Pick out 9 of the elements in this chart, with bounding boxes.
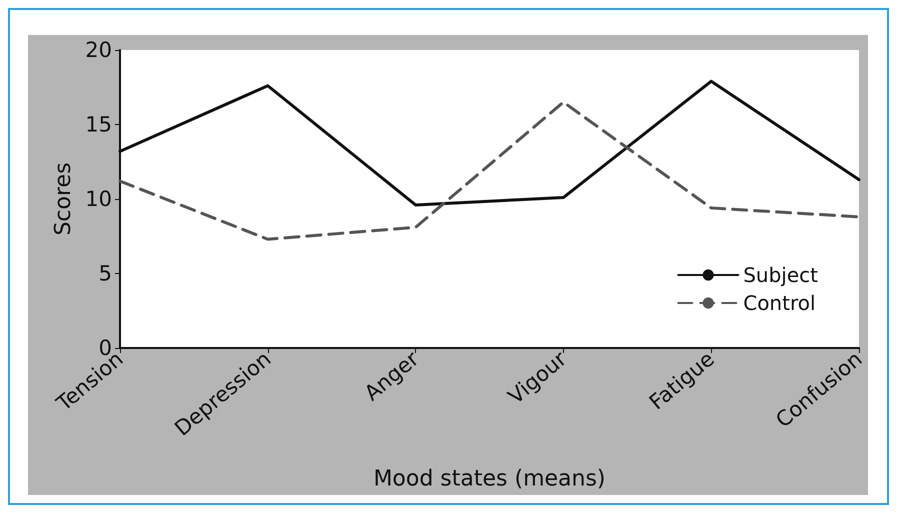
y-tick-label: 5 xyxy=(98,262,112,286)
line-series xyxy=(118,100,860,241)
y-tick-label: 10 xyxy=(85,187,112,211)
x-axis-title: Mood states (means) xyxy=(373,466,606,492)
y-tick-label: 15 xyxy=(85,112,112,136)
y-axis-title: Scores xyxy=(50,162,76,236)
y-tick-label: 20 xyxy=(85,38,112,62)
legend-label: Subject xyxy=(743,263,818,287)
legend-label: Control xyxy=(743,291,816,315)
